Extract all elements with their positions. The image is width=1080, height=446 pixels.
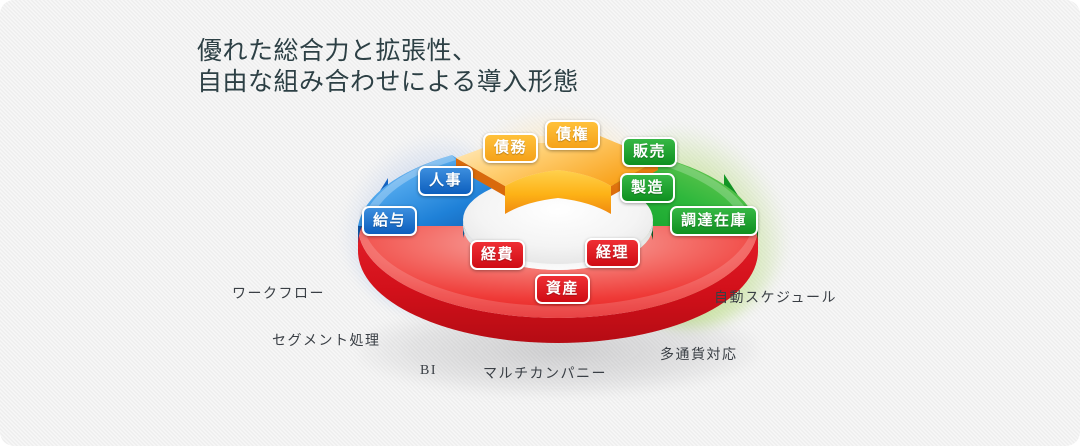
- module-pill-製造[interactable]: 製造: [620, 173, 676, 203]
- module-pill-人事[interactable]: 人事: [418, 166, 474, 196]
- sector-red: [358, 226, 758, 343]
- module-pill-調達在庫[interactable]: 調達在庫: [670, 206, 759, 236]
- feature-annotation-ワークフロー: ワークフロー: [232, 287, 325, 302]
- feature-annotation-BI: BI: [420, 363, 437, 378]
- module-pill-債務[interactable]: 債務: [483, 133, 539, 163]
- module-pill-給与[interactable]: 給与: [362, 206, 418, 236]
- module-pill-債権[interactable]: 債権: [545, 120, 601, 150]
- donut-chart-svg: [358, 136, 759, 343]
- module-pill-販売[interactable]: 販売: [622, 137, 678, 167]
- donut-diagram: 人事 給与 債務 債権 販売製造 調達在庫経費 経理資産: [300, 108, 820, 396]
- page-title: 優れた総合力と拡張性、 自由な組み合わせによる導入形態: [197, 38, 579, 96]
- module-pill-資産[interactable]: 資産: [535, 274, 591, 304]
- feature-annotation-セグメント処理: セグメント処理: [272, 334, 381, 349]
- feature-annotation-マルチカンパニー: マルチカンパニー: [483, 367, 607, 382]
- module-pill-経理[interactable]: 経理: [585, 238, 641, 268]
- feature-annotation-自動スケジュール: 自動スケジュール: [714, 291, 838, 306]
- feature-annotation-多通貨対応: 多通貨対応: [660, 348, 738, 363]
- module-pill-経費[interactable]: 経費: [470, 240, 526, 270]
